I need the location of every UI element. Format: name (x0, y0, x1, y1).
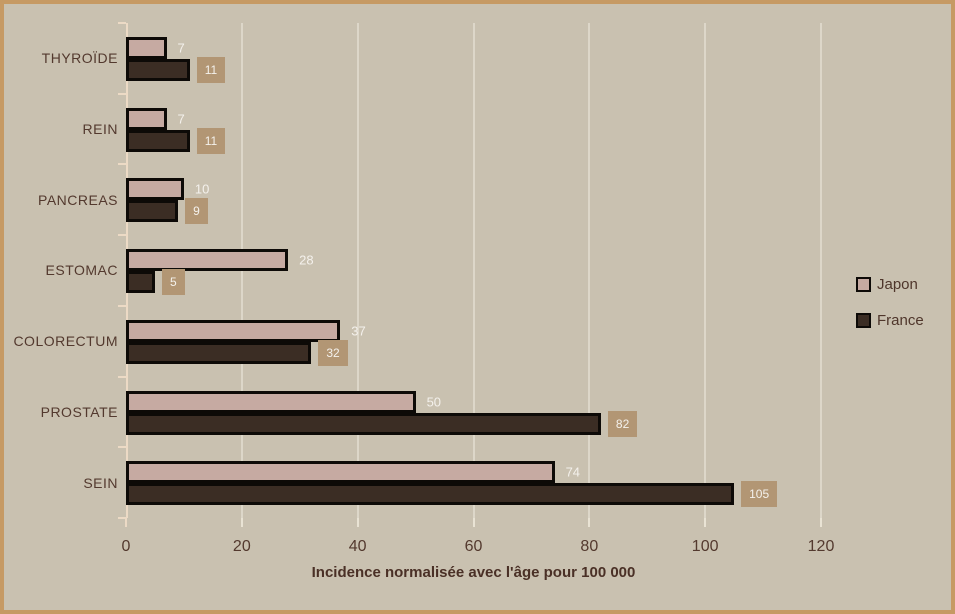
category-boundary-tick (118, 376, 126, 378)
x-tick-20 (240, 518, 243, 527)
x-tick-label-60: 60 (464, 538, 483, 555)
x-tick-label-100: 100 (691, 538, 719, 555)
bar-france-pancreas[interactable] (126, 200, 179, 223)
bar-japon-prostate[interactable] (126, 390, 416, 413)
category-label-sein: SEIN (83, 474, 118, 491)
france-swatch-icon (856, 313, 871, 328)
bar-japon-colorectum[interactable] (126, 319, 341, 342)
value-label-france-pancreas: 9 (185, 198, 208, 225)
category-boundary-tick (118, 517, 126, 519)
bar-japon-sein[interactable] (126, 461, 555, 484)
legend-entry-japon[interactable]: Japon (856, 276, 924, 293)
value-label-france-rein: 11 (196, 127, 226, 154)
bar-france-sein[interactable] (126, 483, 735, 506)
category-boundary-tick (118, 234, 126, 236)
gridline-120 (820, 23, 822, 518)
bar-france-colorectum[interactable] (126, 341, 312, 364)
category-boundary-tick (118, 163, 126, 165)
legend-label-france: France (877, 312, 924, 329)
bar-france-rein[interactable] (126, 129, 190, 152)
x-tick-0 (125, 518, 127, 527)
value-label-france-sein: 105 (741, 481, 778, 508)
x-tick-label-120: 120 (807, 538, 835, 555)
value-label-france-estomac: 5 (161, 269, 185, 296)
value-label-japon-sein: 74 (565, 464, 581, 480)
category-label-colorectum: COLORECTUM (13, 333, 118, 350)
value-label-japon-rein: 7 (177, 111, 185, 127)
gridline-100 (704, 23, 707, 518)
x-tick-40 (356, 518, 359, 527)
value-label-japon-prostate: 50 (426, 394, 442, 410)
bar-france-estomac[interactable] (126, 271, 155, 294)
legend: Japon France (856, 276, 924, 348)
legend-entry-france[interactable]: France (856, 312, 924, 329)
value-label-france-colorectum: 32 (318, 339, 348, 366)
x-tick-label-0: 0 (121, 538, 131, 555)
value-label-france-thyroide: 11 (196, 57, 226, 83)
x-axis-title: Incidence normalisée avec l'âge pour 100… (311, 564, 636, 581)
x-tick-100 (704, 518, 707, 527)
category-boundary-tick (118, 93, 126, 95)
gridline-60 (472, 23, 475, 518)
bar-france-thyroide[interactable] (126, 59, 190, 81)
category-label-rein: REIN (82, 121, 118, 138)
value-label-france-prostate: 82 (607, 410, 638, 437)
value-label-japon-estomac: 28 (299, 252, 314, 268)
bar-france-prostate[interactable] (126, 412, 601, 435)
gridline-80 (588, 23, 591, 518)
x-tick-120 (820, 518, 822, 527)
category-boundary-tick (118, 22, 126, 24)
category-label-estomac: ESTOMAC (45, 262, 118, 279)
category-label-thyroide: THYROÏDE (41, 50, 118, 67)
category-boundary-tick (118, 305, 126, 307)
x-tick-60 (472, 518, 475, 527)
category-label-pancreas: PANCREAS (38, 191, 118, 208)
value-label-japon-colorectum: 37 (351, 323, 366, 339)
x-tick-label-80: 80 (580, 538, 599, 555)
gridline-40 (356, 23, 359, 518)
value-label-japon-pancreas: 10 (194, 181, 210, 197)
x-tick-80 (588, 518, 591, 527)
x-tick-label-40: 40 (348, 538, 367, 555)
bar-japon-rein[interactable] (126, 107, 167, 130)
bar-japon-estomac[interactable] (126, 249, 289, 272)
plot-area: 7 11 7 11 10 9 28 5 37 32 50 82 74 105 (118, 22, 822, 527)
value-label-japon-thyroide: 7 (177, 40, 185, 56)
category-boundary-tick (118, 446, 126, 448)
bar-japon-thyroide[interactable] (126, 37, 167, 59)
bar-japon-pancreas[interactable] (126, 178, 184, 201)
japon-swatch-icon (856, 277, 871, 292)
category-label-prostate: PROSTATE (40, 403, 118, 420)
legend-label-japon: Japon (877, 276, 918, 293)
x-tick-label-20: 20 (232, 538, 251, 555)
